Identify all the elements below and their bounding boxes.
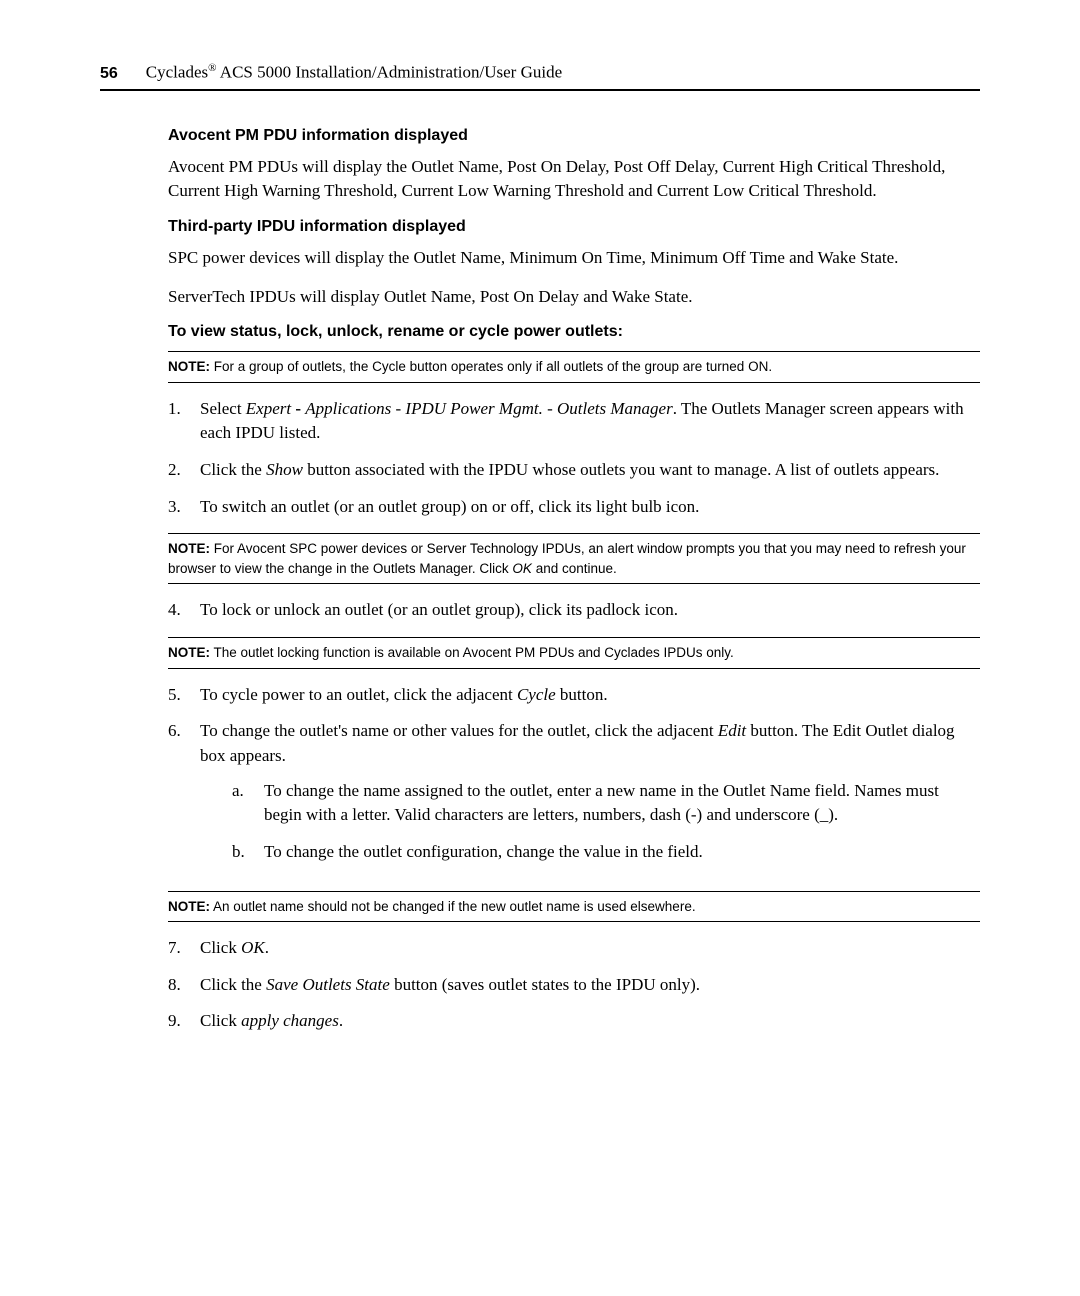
- step-1: 1. Select Expert - Applications - IPDU P…: [168, 397, 980, 446]
- step-body: Click the Show button associated with th…: [200, 458, 980, 483]
- note-label: NOTE:: [168, 541, 210, 556]
- heading-avocent-pm: Avocent PM PDU information displayed: [168, 127, 980, 145]
- note-rename: NOTE: An outlet name should not be chang…: [168, 891, 980, 923]
- page: 56 Cyclades® ACS 5000 Installation/Admin…: [0, 0, 1080, 1088]
- step-body: Click OK.: [200, 936, 980, 961]
- step-num: 5.: [168, 683, 200, 708]
- note-text: and continue.: [532, 561, 617, 576]
- step-num: 7.: [168, 936, 200, 961]
- step-num: 2.: [168, 458, 200, 483]
- step-4: 4. To lock or unlock an outlet (or an ou…: [168, 598, 980, 623]
- content: Avocent PM PDU information displayed Avo…: [100, 91, 980, 1034]
- heading-third-party: Third-party IPDU information displayed: [168, 218, 980, 236]
- step-body: Click apply changes.: [200, 1009, 980, 1034]
- note-label: NOTE:: [168, 645, 210, 660]
- page-number: 56: [100, 65, 118, 83]
- note-cycle-group: NOTE: For a group of outlets, the Cycle …: [168, 351, 980, 383]
- note-label: NOTE:: [168, 899, 210, 914]
- step-body: To cycle power to an outlet, click the a…: [200, 683, 980, 708]
- step-list-3: 5. To cycle power to an outlet, click th…: [168, 683, 980, 877]
- step-6: 6. To change the outlet's name or other …: [168, 719, 980, 876]
- note-text: An outlet name should not be changed if …: [210, 899, 696, 914]
- step-num: 9.: [168, 1009, 200, 1034]
- step-num: 4.: [168, 598, 200, 623]
- substep-num: b.: [232, 840, 264, 865]
- step-list-4: 7. Click OK. 8. Click the Save Outlets S…: [168, 936, 980, 1034]
- header-title: Cyclades® ACS 5000 Installation/Administ…: [146, 62, 562, 83]
- step-list-1: 1. Select Expert - Applications - IPDU P…: [168, 397, 980, 520]
- step-8: 8. Click the Save Outlets State button (…: [168, 973, 980, 998]
- step-2: 2. Click the Show button associated with…: [168, 458, 980, 483]
- heading-procedure: To view status, lock, unlock, rename or …: [168, 323, 980, 341]
- para-avocent-pm: Avocent PM PDUs will display the Outlet …: [168, 155, 980, 204]
- step-num: 8.: [168, 973, 200, 998]
- step-list-2: 4. To lock or unlock an outlet (or an ou…: [168, 598, 980, 623]
- step-body: To change the outlet's name or other val…: [200, 719, 980, 876]
- para-servertech: ServerTech IPDUs will display Outlet Nam…: [168, 285, 980, 310]
- step-3: 3. To switch an outlet (or an outlet gro…: [168, 495, 980, 520]
- step-5: 5. To cycle power to an outlet, click th…: [168, 683, 980, 708]
- page-header: 56 Cyclades® ACS 5000 Installation/Admin…: [100, 62, 980, 83]
- substep-body: To change the outlet configuration, chan…: [264, 840, 980, 865]
- para-spc: SPC power devices will display the Outle…: [168, 246, 980, 271]
- step-body: To lock or unlock an outlet (or an outle…: [200, 598, 980, 623]
- note-text: The outlet locking function is available…: [210, 645, 734, 660]
- step-num: 6.: [168, 719, 200, 876]
- step-7: 7. Click OK.: [168, 936, 980, 961]
- note-text: For a group of outlets, the Cycle button…: [210, 359, 772, 374]
- step-9: 9. Click apply changes.: [168, 1009, 980, 1034]
- step-body: To switch an outlet (or an outlet group)…: [200, 495, 980, 520]
- substep-num: a.: [232, 779, 264, 828]
- step-num: 3.: [168, 495, 200, 520]
- substep-b: b. To change the outlet configuration, c…: [232, 840, 980, 865]
- step-body: Click the Save Outlets State button (sav…: [200, 973, 980, 998]
- substep-list: a. To change the name assigned to the ou…: [200, 779, 980, 865]
- substep-body: To change the name assigned to the outle…: [264, 779, 980, 828]
- note-label: NOTE:: [168, 359, 210, 374]
- substep-a: a. To change the name assigned to the ou…: [232, 779, 980, 828]
- step-body: Select Expert - Applications - IPDU Powe…: [200, 397, 980, 446]
- title-prefix: Cyclades: [146, 63, 208, 82]
- note-ok: OK: [512, 561, 532, 576]
- note-locking: NOTE: The outlet locking function is ava…: [168, 637, 980, 669]
- title-rest: ACS 5000 Installation/Administration/Use…: [216, 63, 562, 82]
- step-num: 1.: [168, 397, 200, 446]
- note-spc-refresh: NOTE: For Avocent SPC power devices or S…: [168, 533, 980, 584]
